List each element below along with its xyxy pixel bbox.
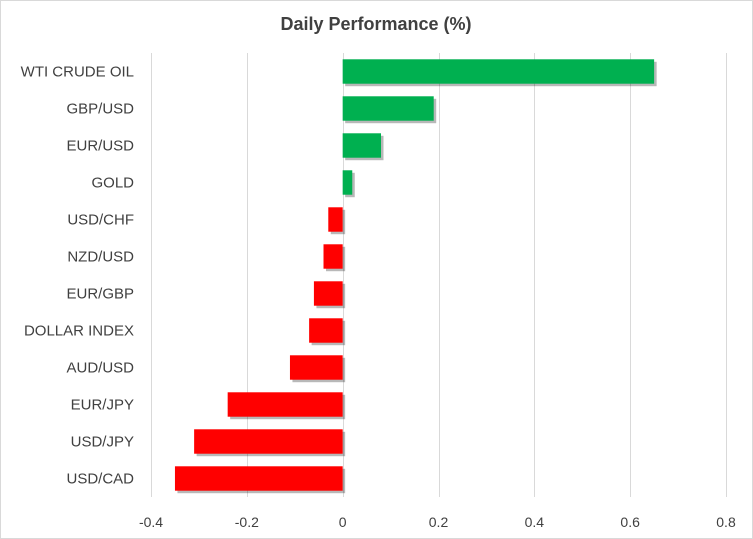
bars <box>174 59 657 494</box>
bar <box>342 96 434 121</box>
category-label: USD/CHF <box>67 212 134 229</box>
bar <box>313 281 343 306</box>
bar <box>342 59 655 84</box>
bar <box>289 355 343 380</box>
category-label: GOLD <box>91 175 134 192</box>
gridlines <box>151 53 727 497</box>
bar <box>309 318 343 343</box>
category-label: EUR/USD <box>66 138 134 155</box>
bar <box>194 429 343 454</box>
category-label: EUR/GBP <box>66 286 134 303</box>
bar <box>342 133 381 158</box>
x-tick-label: -0.4 <box>139 514 163 530</box>
category-label: AUD/USD <box>66 360 134 377</box>
category-label: USD/JPY <box>71 434 134 451</box>
category-label: WTI CRUDE OIL <box>21 64 134 81</box>
category-label: USD/CAD <box>66 471 134 488</box>
category-label: GBP/USD <box>66 101 134 118</box>
category-label: NZD/USD <box>67 249 134 266</box>
bar <box>323 244 343 269</box>
chart-title: Daily Performance (%) <box>280 14 471 34</box>
category-labels: WTI CRUDE OIL GBP/USD EUR/USD GOLD USD/CHF NZ… <box>21 64 135 488</box>
bar <box>328 207 343 232</box>
x-tick-label: 0 <box>339 514 347 530</box>
x-tick-label: 0.6 <box>620 514 640 530</box>
category-label: DOLLAR INDEX <box>24 323 134 340</box>
bar <box>227 392 343 417</box>
x-tick-label: 0.8 <box>716 514 736 530</box>
bar <box>342 170 353 195</box>
bar <box>174 466 343 491</box>
x-tick-label: 0.2 <box>429 514 449 530</box>
x-tick-label: -0.2 <box>235 514 259 530</box>
category-label: EUR/JPY <box>71 397 134 414</box>
x-axis-tick-labels: -0.4 -0.2 0 0.2 0.4 0.6 0.8 <box>139 514 736 530</box>
x-tick-label: 0.4 <box>525 514 545 530</box>
